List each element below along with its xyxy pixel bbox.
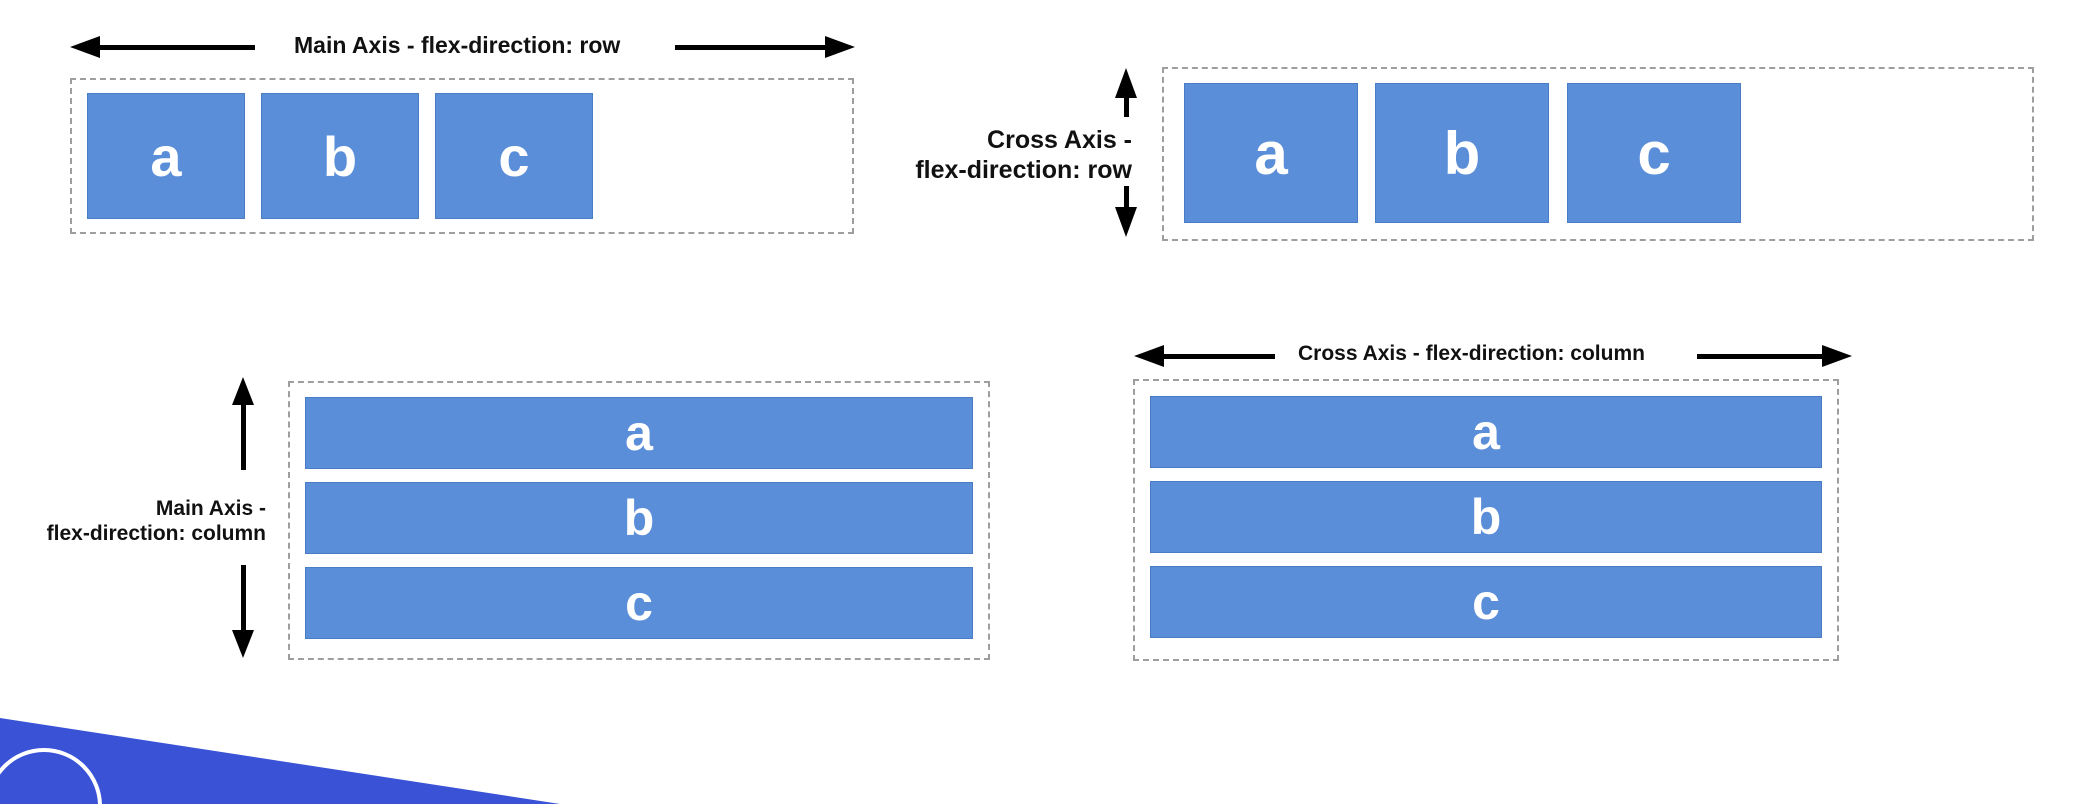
arrow-right-icon	[1822, 345, 1852, 367]
flex-container-row: a b c	[70, 78, 854, 234]
main-axis-column-label-line2: flex-direction: column	[46, 522, 266, 545]
arrow-line	[675, 45, 830, 50]
arrow-line	[95, 45, 255, 50]
arrow-down-icon	[232, 630, 254, 658]
flex-item-b: b	[261, 93, 419, 219]
cross-axis-row-label: Cross Axis - flex-direction: row	[880, 125, 1132, 185]
arrow-up-icon	[232, 377, 254, 405]
flex-item-a: a	[1150, 396, 1822, 468]
arrow-line	[1160, 354, 1275, 359]
arrow-left-icon	[1134, 345, 1164, 367]
flex-item-c: c	[1567, 83, 1741, 223]
arrow-right-icon	[825, 36, 855, 58]
arrow-up-icon	[1115, 68, 1137, 98]
main-axis-column-label-line1: Main Axis -	[155, 497, 266, 520]
flex-item-c: c	[1150, 566, 1822, 638]
arrow-line	[241, 402, 246, 470]
arrow-line	[1124, 186, 1129, 210]
flex-item-a: a	[87, 93, 245, 219]
decorative-blue-shape	[0, 718, 560, 804]
main-axis-column-label: Main Axis - flex-direction: column	[20, 496, 266, 546]
flex-item-b: b	[1375, 83, 1549, 223]
cross-axis-column-label: Cross Axis - flex-direction: column	[1298, 342, 1645, 365]
flex-item-c: c	[305, 567, 973, 639]
arrow-line	[1697, 354, 1827, 359]
flex-item-a: a	[305, 397, 973, 469]
flex-container-row-cross: a b c	[1162, 67, 2034, 241]
arrow-left-icon	[70, 36, 100, 58]
flex-item-b: b	[305, 482, 973, 554]
cross-axis-row-label-line2: flex-direction: row	[915, 156, 1132, 184]
arrow-down-icon	[1115, 207, 1137, 237]
flex-item-a: a	[1184, 83, 1358, 223]
arrow-line	[1124, 95, 1129, 117]
arrow-line	[241, 565, 246, 633]
flex-container-column-cross: a b c	[1133, 379, 1839, 661]
flex-item-b: b	[1150, 481, 1822, 553]
flex-item-c: c	[435, 93, 593, 219]
cross-axis-row-label-line1: Cross Axis -	[987, 126, 1132, 154]
flex-container-column: a b c	[288, 381, 990, 660]
main-axis-row-label: Main Axis - flex-direction: row	[294, 32, 621, 58]
